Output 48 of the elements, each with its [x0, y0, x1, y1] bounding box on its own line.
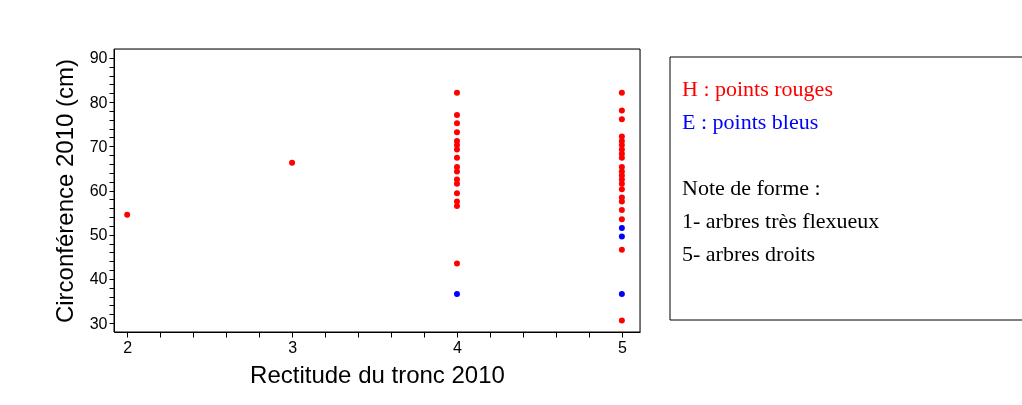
point — [289, 159, 296, 166]
point — [618, 206, 625, 213]
point — [618, 216, 625, 223]
y-tick-label: 70 — [89, 137, 108, 155]
point — [453, 129, 460, 136]
y-tick-label: 30 — [89, 314, 108, 332]
text: E : points bleus — [682, 109, 819, 134]
y-tick-label: 50 — [89, 226, 108, 244]
y-tick-label: 90 — [89, 49, 108, 67]
point — [618, 89, 625, 96]
x-tick-label: 2 — [123, 338, 133, 356]
point — [453, 146, 460, 153]
point — [618, 186, 625, 193]
point — [618, 317, 625, 324]
point — [618, 198, 625, 205]
point — [453, 89, 460, 96]
point — [453, 290, 460, 297]
point — [453, 120, 460, 127]
point — [453, 180, 460, 187]
point — [618, 225, 625, 232]
y-axis-title: Circonférence 2010 (cm) — [50, 58, 78, 324]
point — [124, 211, 131, 218]
y-tick-label: 40 — [89, 270, 108, 288]
point — [618, 107, 625, 114]
text: 1- arbres très flexueux — [682, 208, 880, 233]
point — [453, 168, 460, 175]
x-tick-label: 3 — [288, 338, 298, 356]
point — [618, 246, 625, 253]
y-tick-label: 60 — [89, 182, 108, 199]
point — [453, 202, 460, 209]
text: H : points rouges — [682, 76, 833, 101]
point — [618, 154, 625, 161]
point — [618, 290, 625, 297]
point — [453, 111, 460, 118]
point — [618, 180, 625, 187]
y-tick-label: 80 — [89, 93, 108, 111]
point — [618, 116, 625, 123]
x-tick-label: 5 — [617, 338, 627, 356]
text: 5- arbres droits — [682, 241, 816, 266]
x-axis-title: Rectitude du tronc 2010 — [250, 360, 505, 388]
point — [618, 164, 625, 171]
x-tick-label: 4 — [453, 338, 463, 356]
point — [453, 154, 460, 161]
point — [453, 164, 460, 171]
text: Note de forme : — [682, 175, 821, 200]
point — [453, 190, 460, 197]
point — [453, 260, 460, 267]
point — [618, 233, 625, 240]
